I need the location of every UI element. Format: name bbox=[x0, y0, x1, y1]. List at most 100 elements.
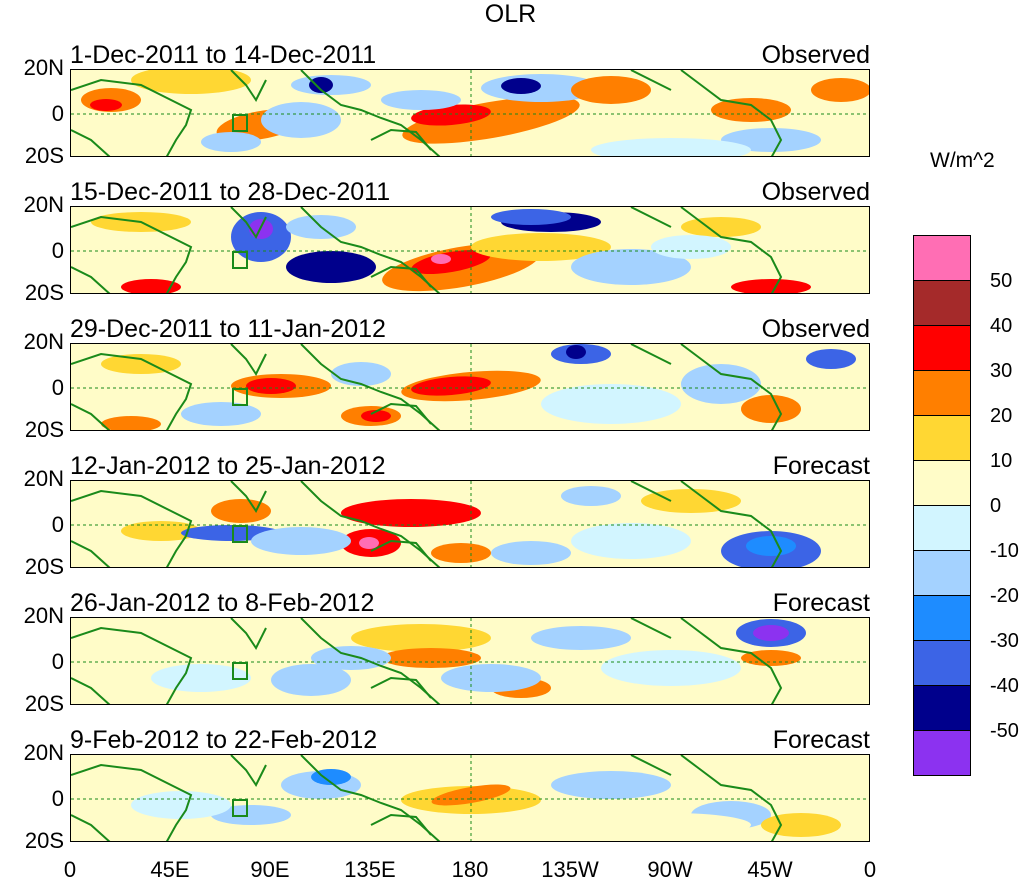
colorbar-swatch bbox=[913, 325, 971, 370]
colorbar-swatch bbox=[913, 640, 971, 685]
anomaly-blob bbox=[571, 523, 691, 559]
map-panel-3: 29-Dec-2011 to 11-Jan-2012 Observed bbox=[70, 315, 870, 431]
anomaly-blob bbox=[753, 625, 789, 641]
olr-anomaly-map bbox=[70, 343, 870, 431]
anomaly-blob bbox=[431, 254, 451, 264]
anomaly-blob bbox=[471, 233, 611, 261]
anomaly-blob bbox=[331, 362, 391, 386]
anomaly-blob bbox=[681, 217, 761, 237]
coastline bbox=[230, 755, 267, 787]
anomaly-blob bbox=[151, 664, 251, 692]
x-tick-label: 180 bbox=[451, 857, 489, 882]
anomaly-blob bbox=[491, 209, 571, 225]
coastline bbox=[630, 481, 672, 502]
panel-kind-label: Observed bbox=[761, 178, 870, 206]
panel-kind-label: Forecast bbox=[772, 726, 870, 754]
map-svg bbox=[71, 70, 869, 156]
coastline bbox=[230, 344, 267, 376]
anomaly-blob bbox=[561, 486, 621, 506]
anomaly-blob bbox=[246, 378, 296, 394]
colorbar-swatch bbox=[913, 685, 971, 730]
coastline bbox=[370, 402, 432, 425]
colorbar-label: 20 bbox=[990, 405, 1013, 427]
lat-label: 20S bbox=[24, 828, 64, 853]
olr-anomaly-map bbox=[70, 69, 870, 157]
panel-date-range: 15-Dec-2011 to 28-Dec-2011 bbox=[70, 178, 391, 206]
anomaly-blob bbox=[402, 96, 580, 144]
anomaly-blob bbox=[731, 279, 811, 293]
coastline bbox=[71, 626, 193, 704]
coastline bbox=[680, 481, 783, 567]
colorbar-swatch bbox=[913, 370, 971, 415]
map-svg bbox=[71, 344, 869, 430]
region-box bbox=[232, 114, 248, 132]
coastline bbox=[71, 215, 193, 293]
colorbar-label: -40 bbox=[990, 675, 1019, 697]
lat-label: 20N bbox=[23, 466, 64, 491]
panel-date-range: 1-Dec-2011 to 14-Dec-2011 bbox=[70, 41, 377, 69]
anomaly-blob bbox=[341, 504, 421, 522]
anomaly-blob bbox=[359, 537, 379, 549]
anomaly-blob bbox=[551, 771, 671, 799]
map-panel-6: 9-Feb-2012 to 22-Feb-2012 Forecast bbox=[70, 726, 870, 842]
lat-label: 20N bbox=[23, 55, 64, 80]
anomaly-blob bbox=[381, 648, 481, 668]
lat-label: 20N bbox=[23, 740, 64, 765]
panel-date-range: 12-Jan-2012 to 25-Jan-2012 bbox=[70, 452, 386, 480]
x-tick-label: 135W bbox=[541, 857, 599, 882]
x-tick-label: 90W bbox=[647, 857, 693, 882]
colorbar-label: 50 bbox=[990, 270, 1013, 292]
map-svg bbox=[71, 755, 869, 841]
region-box bbox=[232, 662, 248, 680]
lat-label: 0 bbox=[51, 786, 64, 811]
coastline bbox=[230, 618, 267, 650]
coastline bbox=[680, 344, 783, 430]
anomaly-blob bbox=[531, 626, 631, 650]
coastline bbox=[630, 755, 672, 776]
lat-label: 0 bbox=[51, 238, 64, 263]
region-box bbox=[232, 251, 248, 269]
lat-label: 0 bbox=[51, 512, 64, 537]
colorbar-label: 40 bbox=[990, 315, 1013, 337]
map-panel-1: 1-Dec-2011 to 14-Dec-2011 Observed bbox=[70, 41, 870, 157]
anomaly-blob bbox=[211, 499, 271, 523]
panel-kind-label: Observed bbox=[761, 41, 870, 69]
coastline bbox=[680, 70, 783, 156]
lat-label: 0 bbox=[51, 101, 64, 126]
anomaly-blob bbox=[251, 527, 351, 555]
olr-anomaly-map bbox=[70, 617, 870, 705]
anomaly-blob bbox=[121, 521, 201, 541]
coastline bbox=[370, 128, 432, 151]
anomaly-blob bbox=[811, 78, 869, 102]
coastline bbox=[630, 70, 672, 91]
anomaly-blob bbox=[311, 769, 351, 785]
panel-date-range: 9-Feb-2012 to 22-Feb-2012 bbox=[70, 726, 378, 754]
anomaly-blob bbox=[566, 345, 586, 359]
lat-label: 20S bbox=[24, 691, 64, 716]
colorbar-swatch bbox=[913, 595, 971, 640]
map-panel-4: 12-Jan-2012 to 25-Jan-2012 Forecast bbox=[70, 452, 870, 568]
map-svg bbox=[71, 481, 869, 567]
anomaly-blob bbox=[101, 416, 161, 430]
colorbar bbox=[913, 235, 971, 776]
anomaly-blob bbox=[711, 98, 791, 122]
olr-anomaly-map bbox=[70, 206, 870, 294]
colorbar-swatch bbox=[913, 550, 971, 595]
anomaly-blob bbox=[431, 543, 491, 563]
anomaly-blob bbox=[361, 410, 391, 422]
anomaly-blob bbox=[311, 646, 391, 670]
x-tick-label: 45E bbox=[150, 857, 190, 882]
anomaly-blob bbox=[541, 384, 681, 424]
anomaly-blob bbox=[201, 132, 261, 152]
coastline bbox=[370, 676, 432, 699]
colorbar-swatch bbox=[913, 730, 971, 776]
x-tick-label: 45W bbox=[747, 857, 793, 882]
figure-title: OLR bbox=[484, 0, 537, 28]
lat-label: 20S bbox=[24, 554, 64, 579]
coastline bbox=[630, 344, 672, 365]
colorbar-label: -30 bbox=[990, 630, 1019, 652]
x-tick-label: 0 bbox=[863, 857, 877, 882]
anomaly-blob bbox=[381, 90, 461, 110]
anomaly-blob bbox=[746, 536, 796, 556]
colorbar-label: 0 bbox=[990, 495, 1002, 517]
